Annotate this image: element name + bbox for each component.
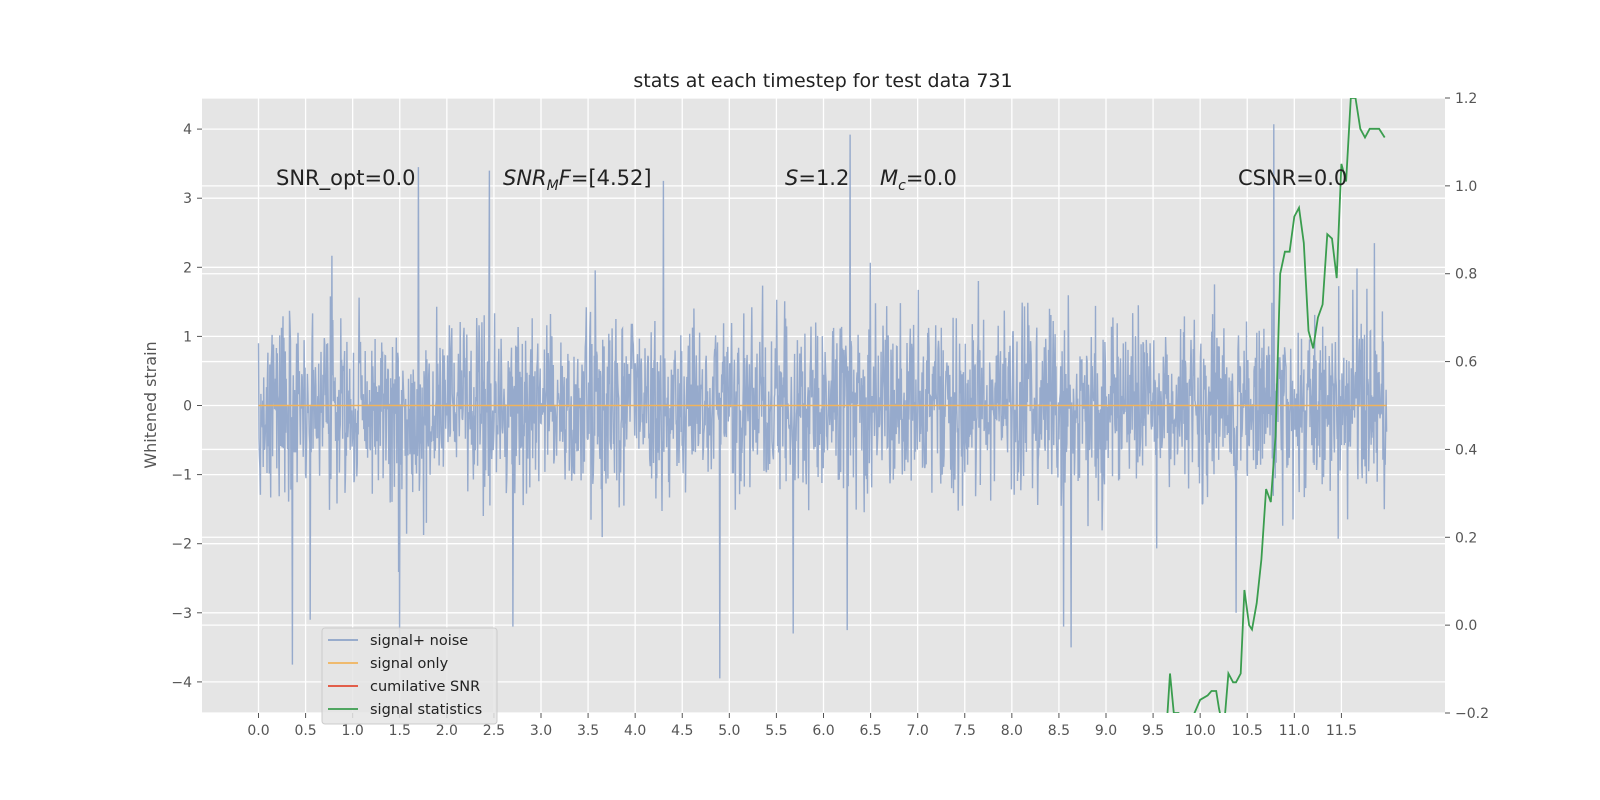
y-tick-label: −1 bbox=[171, 468, 192, 484]
y2-tick-label: 0.0 bbox=[1455, 618, 1477, 634]
y2-tick-label: −0.2 bbox=[1455, 706, 1489, 722]
x-tick-label: 10.0 bbox=[1185, 723, 1216, 739]
x-tick-label: 0.0 bbox=[247, 723, 269, 739]
signal-noise-series bbox=[257, 124, 1388, 679]
y2-axis-ticks: 1.2 1.0 0.8 0.6 0.4 0.2 0.0 −0.2 bbox=[1445, 91, 1489, 722]
legend-label-signal-only: signal only bbox=[370, 656, 449, 672]
legend-label-statistics: signal statistics bbox=[370, 702, 482, 718]
signal-statistics-line bbox=[1166, 98, 1386, 713]
y-tick-label: 0 bbox=[183, 399, 192, 415]
legend-box bbox=[321, 627, 498, 725]
x-tick-label: 1.0 bbox=[342, 723, 364, 739]
signal-statistics-series bbox=[1166, 98, 1386, 713]
s-val: =1.2 bbox=[798, 166, 849, 190]
y-axis-label: Whitened strain bbox=[141, 341, 160, 468]
y-tick-label: 4 bbox=[183, 122, 192, 138]
chart-title: stats at each timestep for test data 731 bbox=[633, 70, 1012, 92]
x-tick-label: 9.0 bbox=[1095, 723, 1117, 739]
snr-mf-f: F bbox=[559, 166, 572, 190]
y2-tick-label: 0.4 bbox=[1455, 442, 1477, 458]
x-axis-ticks: 0.0 0.5 1.0 1.5 2.0 2.5 3.0 3.5 4.0 4.5 5.0 5.5 6.0 6… bbox=[247, 713, 1357, 739]
legend-label-cumulative-snr: cumilative SNR bbox=[370, 679, 480, 695]
annotation-csnr: CSNR=0.0 bbox=[1238, 166, 1347, 190]
x-tick-label: 7.5 bbox=[954, 723, 976, 739]
x-tick-label: 1.5 bbox=[389, 723, 411, 739]
x-tick-label: 8.5 bbox=[1048, 723, 1070, 739]
y2-tick-label: 0.8 bbox=[1455, 267, 1477, 283]
x-tick-label: 6.0 bbox=[812, 723, 834, 739]
x-tick-label: 6.5 bbox=[859, 723, 881, 739]
legend: signal+ noise signal only cumilative SNR… bbox=[321, 627, 498, 725]
x-tick-label: 2.0 bbox=[436, 723, 458, 739]
mc-sym: M bbox=[880, 166, 898, 190]
mc-sub: c bbox=[898, 178, 906, 194]
x-tick-label: 9.5 bbox=[1142, 723, 1164, 739]
y2-tick-label: 0.6 bbox=[1455, 355, 1477, 371]
x-tick-label: 2.5 bbox=[483, 723, 505, 739]
mc-val: =0.0 bbox=[906, 166, 957, 190]
x-tick-label: 8.0 bbox=[1001, 723, 1023, 739]
x-tick-label: 3.0 bbox=[530, 723, 552, 739]
y-axis-ticks: 4 3 2 1 0 −1 −2 −3 −4 bbox=[171, 122, 202, 691]
x-tick-label: 7.0 bbox=[907, 723, 929, 739]
y2-tick-label: 1.2 bbox=[1455, 91, 1477, 107]
y2-tick-label: 1.0 bbox=[1455, 179, 1477, 195]
annotation-snr-opt: SNR_opt=0.0 bbox=[276, 166, 416, 191]
x-tick-label: 4.0 bbox=[624, 723, 646, 739]
y-tick-label: −3 bbox=[171, 606, 192, 622]
y-tick-label: −2 bbox=[171, 537, 192, 553]
signal-noise-line bbox=[257, 124, 1388, 679]
x-tick-label: 10.5 bbox=[1232, 723, 1263, 739]
y-tick-label: 2 bbox=[183, 260, 192, 276]
snr-mf-base: SNR bbox=[503, 166, 547, 190]
x-tick-label: 5.0 bbox=[718, 723, 740, 739]
x-tick-label: 11.5 bbox=[1326, 723, 1357, 739]
snr-mf-val: =[4.52] bbox=[571, 166, 652, 190]
y-tick-label: −4 bbox=[171, 675, 192, 691]
y-tick-label: 1 bbox=[183, 329, 192, 345]
x-tick-label: 11.0 bbox=[1279, 723, 1310, 739]
x-tick-label: 3.5 bbox=[577, 723, 599, 739]
x-tick-label: 4.5 bbox=[671, 723, 693, 739]
y2-tick-label: 0.2 bbox=[1455, 530, 1477, 546]
x-tick-label: 5.5 bbox=[765, 723, 787, 739]
legend-label-noise: signal+ noise bbox=[370, 633, 468, 649]
annotation-mc: Mc=0.0 bbox=[880, 166, 957, 194]
annotation-snr-mf: SNRMF=[4.52] bbox=[503, 166, 652, 194]
annotation-s: S=1.2 bbox=[785, 166, 849, 190]
snr-mf-sub: M bbox=[547, 178, 559, 194]
x-tick-label: 0.5 bbox=[294, 723, 316, 739]
y-tick-label: 3 bbox=[183, 191, 192, 207]
s-sym: S bbox=[785, 166, 798, 190]
